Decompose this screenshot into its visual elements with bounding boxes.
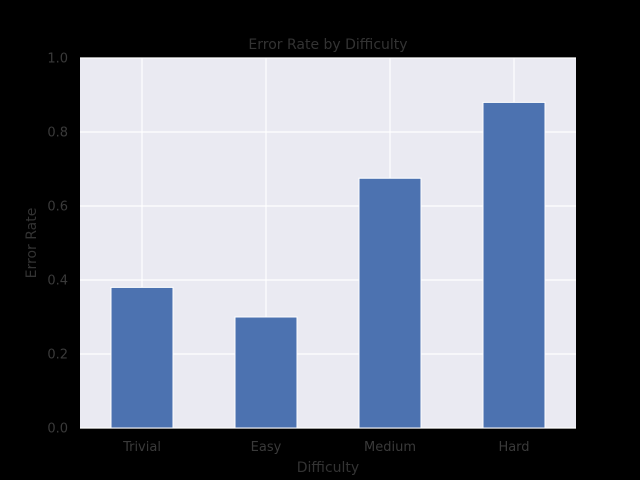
y-tick-label: 0.8 [47,126,68,141]
y-tick-label: 1.0 [47,52,68,67]
y-tick-labels: 0.0 0.2 0.4 0.6 0.8 1.0 [47,52,68,437]
x-tick-label: Medium [364,440,416,455]
x-tick-label: Easy [251,440,282,455]
bar-medium [358,177,422,429]
x-tick-labels: Trivial Easy Medium Hard [122,440,530,455]
y-tick-label: 0.2 [47,348,68,363]
x-tick-label: Trivial [122,440,161,455]
x-tick-label: Hard [498,440,529,455]
y-axis-label: Error Rate [24,208,40,279]
bar-trivial [110,286,174,429]
bar-easy [234,316,298,429]
x-axis-label: Difficulty [297,460,359,476]
bar-hard [482,101,546,429]
y-tick-label: 0.0 [47,422,68,437]
bars [110,101,546,429]
y-tick-label: 0.6 [47,200,68,215]
y-tick-label: 0.4 [47,274,68,289]
chart-title: Error Rate by Difficulty [248,37,407,53]
